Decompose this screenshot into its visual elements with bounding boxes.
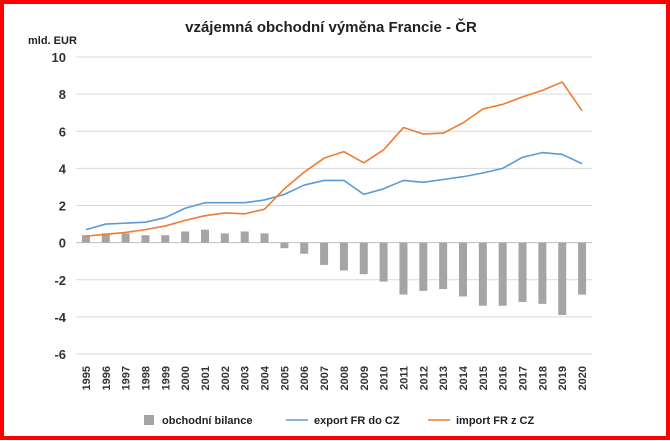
bar	[359, 242, 368, 275]
x-tick-label: 2008	[339, 366, 351, 390]
bar	[141, 235, 150, 243]
bar	[121, 233, 130, 243]
bar	[498, 242, 507, 306]
x-tick-label: 1995	[81, 366, 93, 390]
bar-series	[81, 229, 587, 316]
x-tick-label: 2000	[180, 366, 192, 390]
trade-chart: vzájemná obchodní výměna Francie - ČR ml…	[28, 18, 592, 427]
y-tick-label: 0	[59, 236, 66, 251]
x-tick-label: 2018	[537, 366, 549, 390]
bar	[339, 242, 348, 271]
bar	[478, 242, 487, 306]
line-2	[85, 81, 583, 237]
bar	[300, 242, 309, 254]
bar	[220, 233, 229, 243]
y-tick-label: -2	[54, 273, 66, 288]
x-tick-label: 1999	[160, 366, 172, 390]
bar	[459, 242, 467, 297]
bar	[320, 242, 329, 265]
bar	[399, 242, 408, 295]
y-tick-label: 4	[59, 161, 67, 176]
legend-label: export FR do CZ	[314, 415, 400, 427]
x-tick-label: 2005	[279, 366, 291, 390]
bar	[101, 233, 110, 243]
y-tick-label: 8	[59, 87, 66, 102]
x-tick-label: 2009	[359, 366, 371, 390]
x-tick-label: 2012	[418, 366, 430, 390]
unit-label: mld. EUR	[28, 35, 77, 47]
bar	[181, 231, 190, 243]
bar	[260, 233, 269, 243]
bar	[240, 231, 249, 243]
bar	[558, 242, 567, 316]
x-tick-label: 2013	[438, 366, 450, 390]
x-tick-label: 2003	[240, 366, 252, 390]
legend: obchodní bilance export FR do CZ import FR…	[144, 415, 534, 427]
y-tick-label: 6	[59, 124, 66, 139]
x-tick-label: 2002	[220, 366, 232, 390]
legend-label: obchodní bilance	[162, 415, 252, 427]
y-tick-label: -4	[54, 310, 66, 325]
chart-title: vzájemná obchodní výměna Francie - ČR	[185, 18, 477, 36]
x-tick-label: 2010	[379, 366, 391, 390]
bar	[280, 242, 289, 249]
line-series	[85, 81, 583, 237]
y-tick-label: 10	[52, 50, 66, 65]
bar	[419, 242, 428, 291]
x-tick-label: 2016	[498, 366, 510, 390]
x-tick-label: 2020	[577, 366, 589, 390]
legend-swatch	[144, 415, 154, 425]
line-1	[85, 151, 583, 231]
y-tick-label: 2	[59, 199, 66, 214]
x-tick-label: 2004	[260, 365, 272, 390]
x-tick-label: 2007	[319, 366, 331, 390]
bar	[379, 242, 388, 282]
x-tick-label: 2001	[200, 366, 212, 390]
legend-label: import FR z CZ	[456, 415, 534, 427]
x-tick-label: 1996	[101, 366, 113, 390]
x-tick-label: 1998	[140, 366, 152, 390]
bar	[578, 242, 587, 295]
x-tick-label: 2019	[557, 366, 569, 390]
bar	[161, 235, 170, 243]
bar	[538, 242, 547, 304]
x-tick-label: 2011	[398, 366, 410, 390]
x-tick-label: 2014	[458, 365, 470, 390]
y-tick-label: -6	[54, 347, 66, 362]
bar	[439, 242, 448, 290]
bar	[201, 229, 209, 243]
gridlines	[76, 56, 592, 355]
x-tick-label: 2015	[478, 366, 490, 390]
bar	[81, 235, 90, 243]
axes: 10 8 6 4 2 0 -2 -4 -6 1995 1996 1997 1998 1999 2000 200…	[52, 50, 590, 390]
x-tick-label: 2017	[518, 366, 530, 390]
x-tick-label: 1997	[121, 366, 133, 390]
x-tick-label: 2006	[299, 366, 311, 390]
bar	[518, 242, 527, 303]
